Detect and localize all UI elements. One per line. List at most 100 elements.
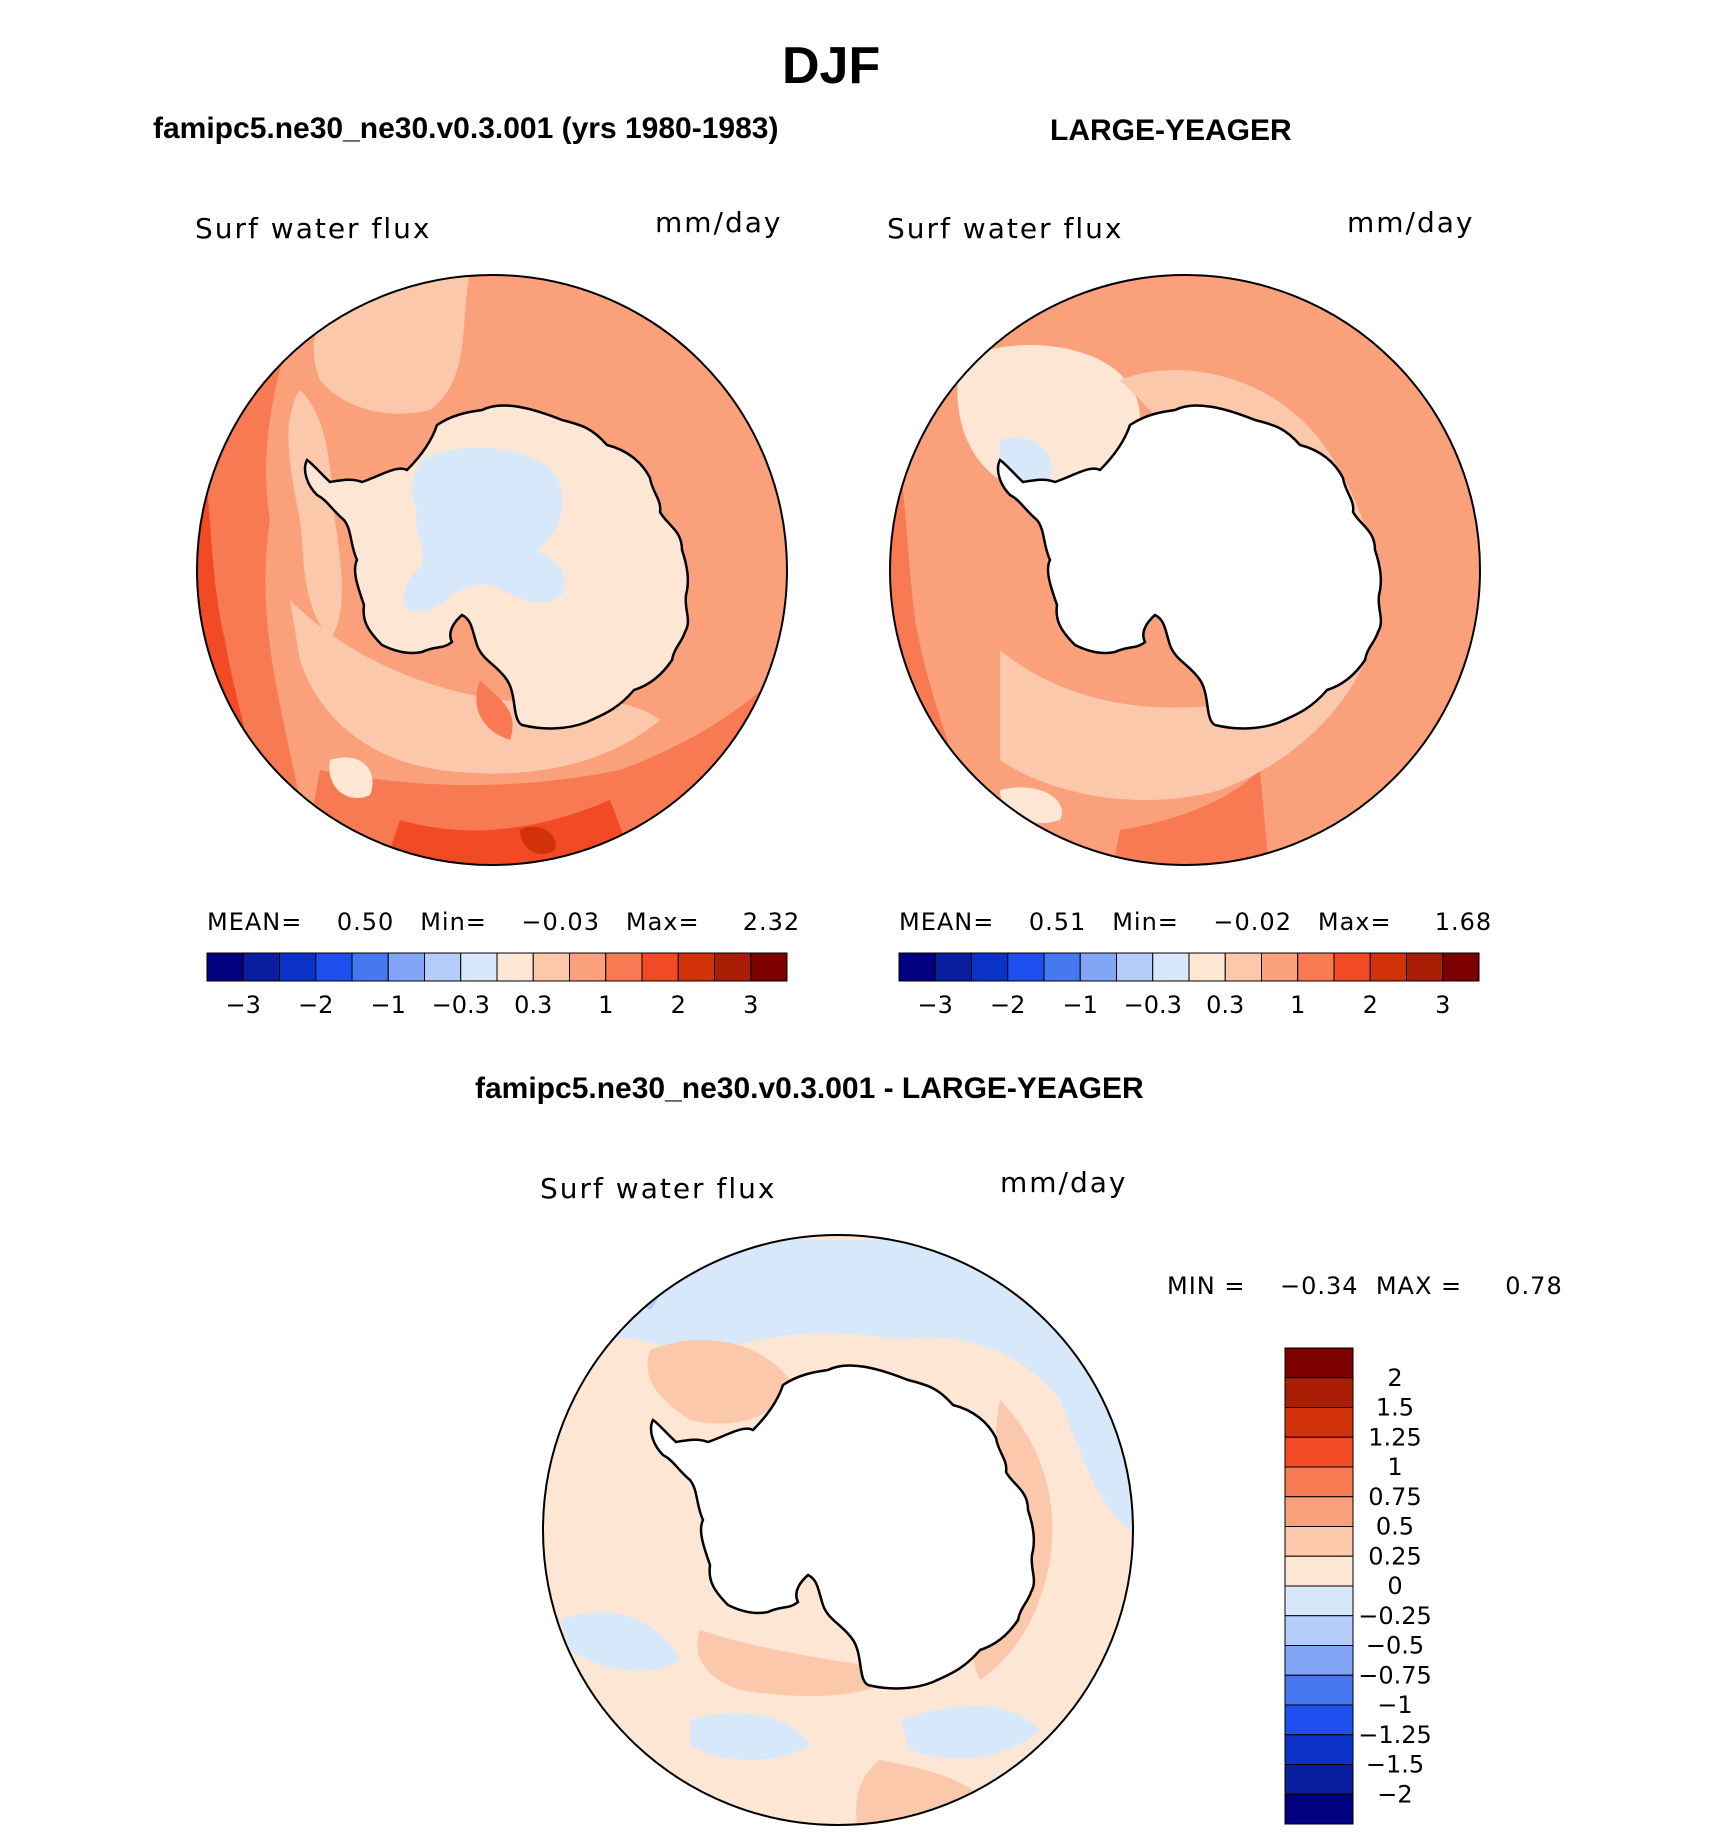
obs-ocean-pale-south — [1000, 620, 1380, 800]
model-mean-label: MEAN= — [207, 908, 303, 936]
diff-min-label: MIN = — [1167, 1272, 1246, 1300]
diff-variable-label: Surf water flux — [540, 1172, 777, 1205]
obs-colorbar-swatch — [1406, 952, 1444, 982]
diff-colorbar-swatch — [1284, 1347, 1354, 1379]
obs-colorbar-swatch — [1224, 952, 1262, 982]
model-colorbar-swatch — [387, 952, 425, 982]
diff-colorbar-swatch — [1284, 1585, 1354, 1617]
diff-colorbar-swatch — [1284, 1555, 1354, 1587]
model-colorbar-tick-label: 1 — [598, 991, 613, 1019]
diff-panel-title: famipc5.ne30_ne30.v0.3.001 - LARGE-YEAGE… — [475, 1072, 1144, 1105]
obs-colorbar-tick-label: 1 — [1290, 991, 1305, 1019]
diff-colorbar-tick-label: 2 — [1387, 1364, 1402, 1392]
diff-colorbar-tick-label: 1.5 — [1376, 1394, 1414, 1422]
obs-colorbar-swatch — [1297, 952, 1335, 982]
diff-colorbar: 21.51.2510.750.50.250−0.25−0.5−0.75−1−1.… — [1284, 1347, 1432, 1825]
model-min-label: Min= — [420, 908, 487, 936]
model-ocean-pale-south — [290, 600, 660, 774]
model-colorbar-swatch — [714, 952, 752, 982]
diff-colorbar-tick-label: 1 — [1387, 1453, 1402, 1481]
model-colorbar: −3 −2 −1 −0.3 0.3 1 2 3 — [206, 952, 788, 1019]
diff-colorbar-swatch — [1284, 1734, 1354, 1765]
model-ocean-max-patch — [520, 826, 556, 854]
model-colorbar-swatch — [279, 952, 317, 982]
figure-title: DJF — [782, 37, 881, 95]
model-colorbar-swatch — [677, 952, 715, 982]
diff-colorbar-swatch — [1284, 1407, 1354, 1438]
model-mean-value: 0.50 — [336, 908, 395, 936]
diff-colorbar-swatch — [1284, 1436, 1354, 1468]
obs-colorbar-swatch — [934, 952, 972, 982]
model-antarctica-group — [303, 404, 690, 730]
diff-colorbar-tick-label: −1.25 — [1358, 1721, 1432, 1749]
obs-map — [890, 275, 1480, 865]
obs-colorbar: −3 −2 −1 −0.3 0.3 1 2 3 — [898, 952, 1480, 1019]
diff-colorbar-tick-label: 0 — [1387, 1572, 1402, 1600]
model-map — [197, 275, 787, 865]
obs-colorbar-swatch — [1442, 952, 1480, 982]
obs-colorbar-swatch — [898, 952, 936, 982]
obs-min-label: Min= — [1112, 908, 1179, 936]
model-map-border — [196, 274, 788, 866]
model-max-label: Max= — [625, 908, 700, 936]
obs-colorbar-swatch — [1188, 952, 1226, 982]
diff-colorbar-swatch — [1284, 1645, 1354, 1676]
diff-colorbar-swatch — [1284, 1377, 1354, 1408]
diff-colorbar-swatch — [1284, 1466, 1354, 1498]
diff-ocean-blue-north-east — [557, 1240, 1133, 1540]
diff-colorbar-swatch — [1284, 1704, 1354, 1736]
obs-colorbar-swatch — [1369, 952, 1407, 982]
model-colorbar-swatch — [242, 952, 280, 982]
diff-colorbar-swatch — [1284, 1764, 1354, 1795]
obs-max-label: Max= — [1317, 908, 1392, 936]
obs-max-value: 1.68 — [1434, 908, 1493, 936]
diff-colorbar-tick-label: −2 — [1377, 1780, 1412, 1808]
diff-max-label: MAX = — [1375, 1272, 1463, 1300]
obs-units-label: mm/day — [1347, 206, 1475, 239]
model-colorbar-tick-label: 3 — [743, 991, 758, 1019]
diff-stats: MIN = −0.34 MAX = 0.78 — [1167, 1272, 1563, 1300]
obs-variable-label: Surf water flux — [887, 212, 1124, 245]
diff-colorbar-tick-label: −1 — [1377, 1691, 1412, 1719]
model-colorbar-tick-label: 0.3 — [514, 991, 552, 1019]
obs-colorbar-swatch — [1261, 952, 1299, 982]
obs-min-value: −0.02 — [1213, 908, 1292, 936]
model-max-value: 2.32 — [742, 908, 801, 936]
diff-map-border — [542, 1234, 1134, 1826]
diff-colorbar-swatch — [1284, 1674, 1354, 1706]
diff-ocean-pale-patch-1 — [647, 1340, 790, 1424]
obs-colorbar-swatch — [1333, 952, 1371, 982]
model-colorbar-swatch — [605, 952, 643, 982]
model-ocean-pale-west — [288, 390, 342, 640]
model-colorbar-swatch — [315, 952, 353, 982]
obs-colorbar-tick-label: −2 — [990, 991, 1025, 1019]
obs-map-border — [889, 274, 1481, 866]
diff-colorbar-tick-label: −1.5 — [1366, 1751, 1424, 1779]
obs-colorbar-tick-label: 0.3 — [1206, 991, 1244, 1019]
model-colorbar-tick-label: −0.3 — [432, 991, 490, 1019]
model-colorbar-swatch — [206, 952, 244, 982]
obs-colorbar-swatch — [1079, 952, 1117, 982]
obs-colorbar-tick-label: 3 — [1435, 991, 1450, 1019]
model-ocean-cream-patch — [329, 757, 373, 799]
diff-min-value: −0.34 — [1280, 1272, 1359, 1300]
obs-ocean-band-south — [1110, 770, 1270, 865]
model-colorbar-swatch — [460, 952, 498, 982]
model-colorbar-tick-label: 2 — [671, 991, 686, 1019]
model-colorbar-tick-label: −1 — [371, 991, 406, 1019]
model-min-value: −0.03 — [521, 908, 600, 936]
obs-colorbar-tick-label: −3 — [918, 991, 953, 1019]
model-colorbar-tick-label: −3 — [226, 991, 261, 1019]
diff-ocean-blue-patch-se — [900, 1706, 1040, 1759]
obs-colorbar-swatch — [1007, 952, 1045, 982]
obs-colorbar-tick-label: −0.3 — [1124, 991, 1182, 1019]
obs-colorbar-swatch — [1152, 952, 1190, 982]
diff-colorbar-tick-label: 0.25 — [1368, 1542, 1421, 1570]
obs-colorbar-swatch — [1043, 952, 1081, 982]
model-units-label: mm/day — [655, 206, 783, 239]
model-ocean-orange-patch — [476, 680, 513, 740]
obs-colorbar-swatch — [971, 952, 1009, 982]
obs-mean-value: 0.51 — [1028, 908, 1087, 936]
model-colorbar-swatch — [750, 952, 788, 982]
diff-ocean-pale-ring-south — [697, 1630, 900, 1696]
